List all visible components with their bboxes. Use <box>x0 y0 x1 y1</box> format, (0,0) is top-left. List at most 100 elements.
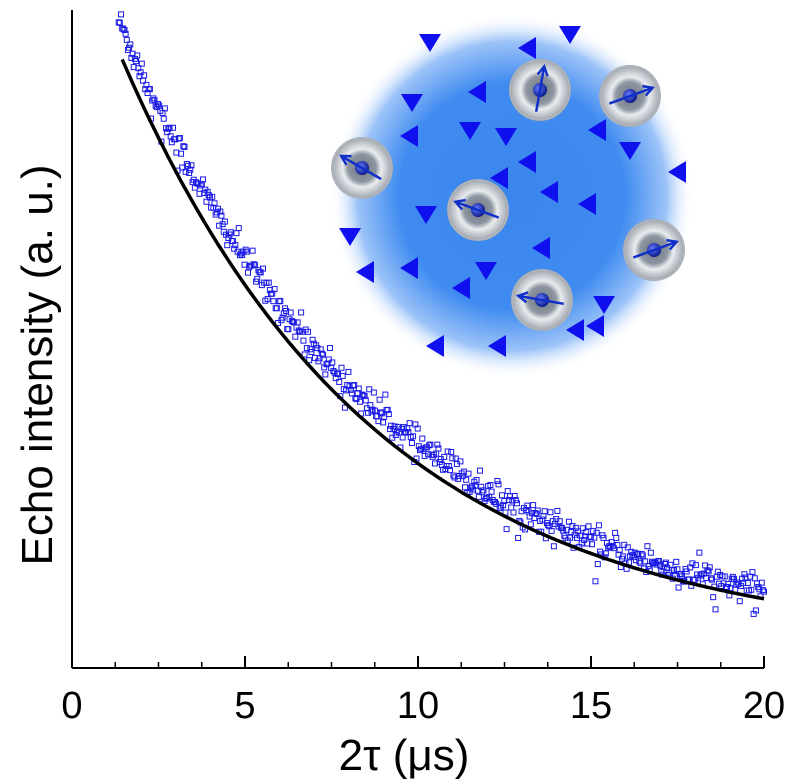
data-point <box>515 534 522 541</box>
data-point <box>600 534 607 541</box>
data-point <box>361 393 368 400</box>
data-point <box>186 169 193 176</box>
data-point <box>128 54 135 61</box>
spin-arrow <box>534 66 546 112</box>
data-point <box>151 97 158 104</box>
data-point <box>444 448 451 455</box>
data-point <box>749 569 756 576</box>
data-point <box>547 509 554 516</box>
data-point <box>138 60 145 67</box>
data-point <box>122 30 129 37</box>
data-point <box>482 495 489 502</box>
data-point <box>692 562 699 569</box>
data-point <box>221 218 228 225</box>
dopant-marker <box>668 161 686 183</box>
data-point <box>273 305 280 312</box>
data-point <box>434 441 441 448</box>
data-point <box>435 445 442 452</box>
data-point <box>480 487 487 494</box>
data-point <box>705 568 712 575</box>
data-point <box>457 458 464 465</box>
data-point <box>752 607 759 614</box>
data-points <box>115 11 767 617</box>
data-point <box>121 27 128 34</box>
data-point <box>368 408 375 415</box>
data-point <box>487 481 494 488</box>
data-point <box>697 572 704 579</box>
dopant-marker <box>586 315 604 337</box>
data-point <box>624 544 631 551</box>
data-point <box>277 297 284 304</box>
data-point <box>448 448 455 455</box>
data-point <box>243 248 250 255</box>
dopant-marker <box>619 142 641 160</box>
data-point <box>696 549 703 556</box>
data-point <box>465 470 472 477</box>
dopant-marker <box>400 257 418 279</box>
dopant-marker <box>566 319 584 341</box>
dopant-marker <box>459 122 481 140</box>
data-point <box>565 518 572 525</box>
data-point <box>318 350 325 357</box>
dopant-marker <box>356 261 374 283</box>
data-point <box>150 95 157 102</box>
data-point <box>583 529 590 536</box>
data-point <box>533 510 540 517</box>
data-point <box>380 419 387 426</box>
data-point <box>137 69 144 76</box>
spin-arrow <box>632 240 677 259</box>
data-point <box>683 568 690 575</box>
dopant-marker <box>593 296 615 314</box>
data-point <box>306 357 313 364</box>
data-point <box>244 269 251 276</box>
data-point <box>251 262 258 269</box>
data-point <box>298 309 305 316</box>
data-point <box>534 507 541 514</box>
dopant-marker <box>532 237 550 259</box>
data-point <box>250 261 257 268</box>
spin-dot <box>511 269 573 331</box>
dopant-marker <box>415 206 437 224</box>
data-point <box>588 541 595 548</box>
data-point <box>647 549 654 556</box>
data-point <box>154 101 161 108</box>
spin-arrow <box>455 200 500 219</box>
data-point <box>613 534 620 541</box>
data-point <box>355 385 362 392</box>
data-point <box>180 143 187 150</box>
data-point <box>351 382 358 389</box>
data-point <box>279 314 286 321</box>
data-point <box>602 550 609 557</box>
data-point <box>530 502 537 509</box>
data-point <box>473 476 480 483</box>
x-tick-label: 0 <box>61 685 82 727</box>
data-point <box>264 296 271 303</box>
data-point <box>730 575 737 582</box>
spin-dot <box>331 137 393 199</box>
data-point <box>441 453 448 460</box>
data-point <box>115 19 122 26</box>
dopant-marker <box>400 125 418 147</box>
dopant-marker <box>540 181 558 203</box>
data-point <box>410 433 417 440</box>
data-point <box>758 579 765 586</box>
data-point <box>734 579 741 586</box>
data-point <box>592 578 599 585</box>
x-axis-title: 2τ (μs) <box>339 731 470 780</box>
data-point <box>492 499 499 506</box>
spin-arrow <box>340 154 382 181</box>
data-point <box>759 587 766 594</box>
data-point <box>612 529 619 536</box>
data-point <box>224 242 231 249</box>
data-point <box>579 525 586 532</box>
data-point <box>285 326 292 333</box>
data-point <box>141 72 148 79</box>
data-point <box>539 516 546 523</box>
data-point <box>199 176 206 183</box>
data-point <box>505 496 512 503</box>
spin-arrow <box>518 294 564 306</box>
data-point <box>227 229 234 236</box>
data-point <box>362 397 369 404</box>
dopant-marker <box>578 193 596 215</box>
